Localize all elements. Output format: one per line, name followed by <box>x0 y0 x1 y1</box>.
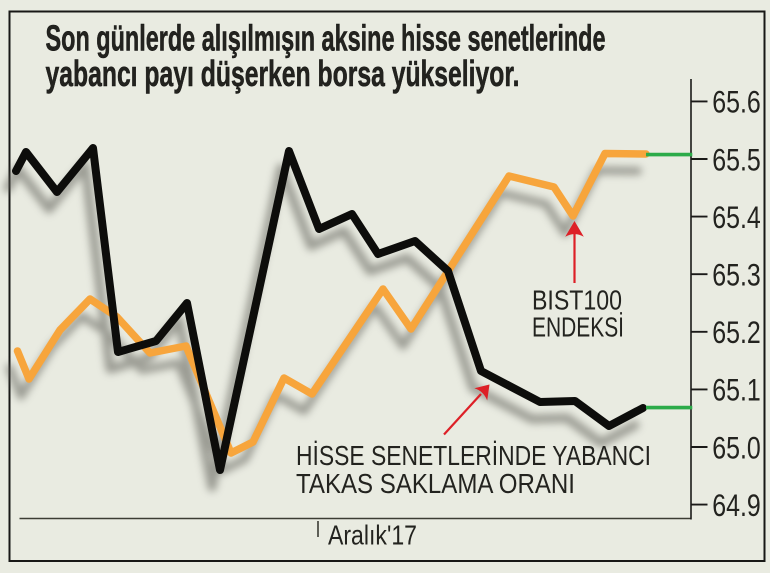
svg-text:Aralık'17: Aralık'17 <box>328 520 417 551</box>
svg-text:65.4: 65.4 <box>712 199 761 235</box>
svg-text:65.0: 65.0 <box>712 429 761 465</box>
svg-text:65.1: 65.1 <box>712 372 761 408</box>
svg-text:TAKAS SAKLAMA ORANI: TAKAS SAKLAMA ORANI <box>296 468 575 499</box>
svg-text:65.5: 65.5 <box>712 141 761 177</box>
svg-text:HİSSE SENETLERİNDE YABANCI: HİSSE SENETLERİNDE YABANCI <box>296 440 651 471</box>
svg-text:BIST100: BIST100 <box>532 284 622 315</box>
svg-text:65.6: 65.6 <box>712 84 761 120</box>
svg-text:65.2: 65.2 <box>712 314 761 350</box>
svg-text:64.9: 64.9 <box>712 487 761 523</box>
svg-text:Son günlerde alışılmışın aksin: Son günlerde alışılmışın aksine hisse se… <box>46 18 606 59</box>
svg-text:yabancı payı düşerken borsa yü: yabancı payı düşerken borsa yükseliyor. <box>46 53 520 94</box>
svg-text:ENDEKSİ: ENDEKSİ <box>532 311 624 342</box>
svg-text:65.3: 65.3 <box>712 257 761 293</box>
